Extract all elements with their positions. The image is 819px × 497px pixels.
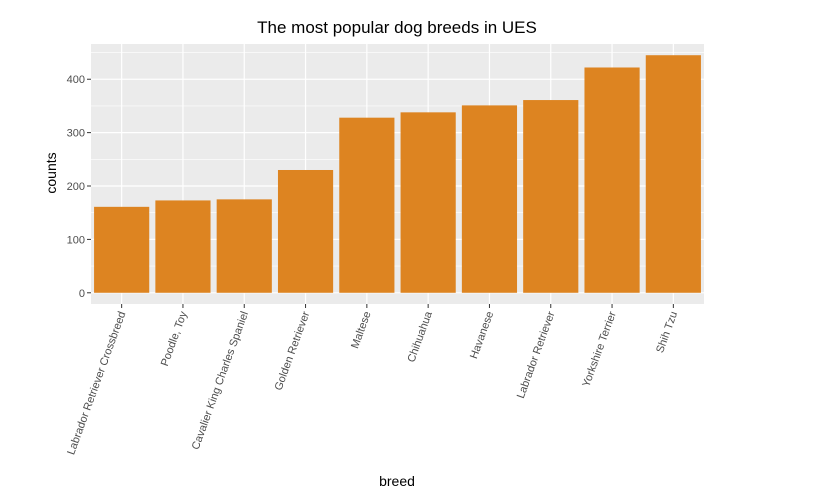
x-tick-label: Chihuahua (405, 309, 435, 364)
x-tick-label: Yorkshire Terrier (580, 310, 619, 389)
chart-title: The most popular dog breeds in UES (257, 18, 537, 37)
y-axis-ticks: 0 100 200 300 400 (67, 74, 91, 300)
bar (94, 206, 150, 293)
x-tick-label: Havanese (468, 310, 496, 361)
x-axis-ticks: Labrador Retriever Crossbreed Poodle, Toy… (65, 304, 680, 457)
y-tick-label: 200 (67, 181, 85, 193)
y-tick-label: 100 (67, 234, 85, 246)
bar (584, 67, 640, 293)
x-axis-title: breed (379, 473, 415, 489)
bar (523, 100, 579, 293)
x-tick-label: Shih Tzu (654, 310, 680, 355)
bar (155, 200, 211, 293)
x-tick-label: Maltese (349, 310, 373, 350)
x-tick-label: Poodle, Toy (159, 309, 190, 367)
bar (400, 112, 456, 293)
x-tick-label: Labrador Retriever (515, 310, 558, 401)
y-tick-label: 300 (67, 128, 85, 140)
y-tick-label: 0 (79, 288, 85, 300)
bars (94, 55, 701, 293)
bar (277, 169, 334, 293)
bar (339, 117, 395, 293)
x-tick-label: Cavalier King Charles Spaniel (190, 310, 251, 451)
bar (216, 199, 272, 293)
bar (645, 55, 701, 293)
y-axis-title: counts (43, 152, 59, 193)
x-tick-label: Golden Retriever (273, 310, 313, 393)
x-tick-label: Labrador Retriever Crossbreed (65, 310, 128, 457)
y-tick-label: 400 (67, 74, 85, 86)
bar (461, 105, 518, 293)
